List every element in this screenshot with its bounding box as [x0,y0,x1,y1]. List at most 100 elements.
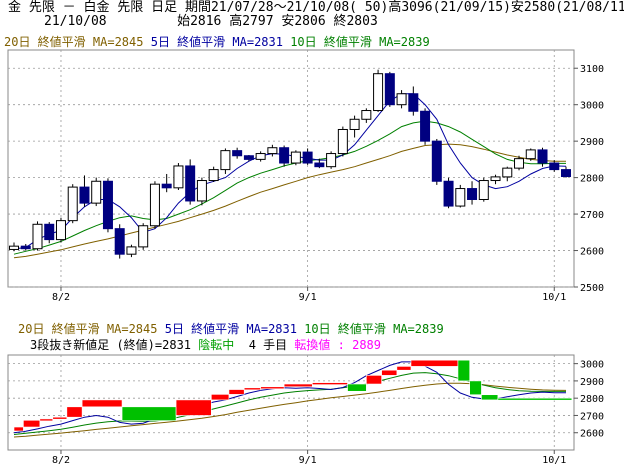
candle-bull [55,220,66,241]
brick-down [481,394,499,401]
brick-down [121,406,177,421]
main-ytick-label: 2500 [580,283,604,294]
candle-bear [431,140,442,182]
bottom-ma-legend: 20日 終値平滑 MA=2845 5日 終値平滑 MA=2831 10日 終値平… [18,322,444,336]
brick-up [81,399,123,408]
candle-bull [514,158,525,169]
legend-ma20: 20日 終値平滑 MA=2845 [4,35,144,49]
candle-bear [102,180,113,230]
candle-bear [279,147,290,164]
brick-up [66,406,83,418]
candle-bear [185,165,196,202]
candle-bull [138,225,149,248]
brick-up [23,419,41,428]
main-ytick-label: 2600 [580,247,604,258]
sub-ytick-label: 2900 [580,377,604,388]
subtitle-steps: 4 手目 [248,338,288,352]
main-ytick-label: 2800 [580,174,604,185]
sub-ytick-label: 2600 [580,429,604,440]
main-xtick-label: 10/1 [542,292,566,303]
sub-xtick-label: 8/2 [52,455,70,466]
candle-bear [420,110,431,142]
sub-ytick-label: 3000 [580,360,604,371]
brick-up [312,382,348,385]
candle-bull [220,150,231,171]
candle-bull [67,186,78,222]
candle-bull [455,188,466,207]
candle-bull [478,180,489,200]
main-plot-frame [7,49,575,288]
candle-bear [408,93,419,112]
legend-ma20-bottom: 20日 終値平滑 MA=2845 [18,322,158,336]
candle-bear [314,162,325,168]
top-ma-legend: 20日 終値平滑 MA=2845 5日 終値平滑 MA=2831 10日 終値平… [4,35,430,49]
brick-up [13,426,24,432]
candle-bull [149,183,160,227]
candle-bull [502,167,513,178]
brick-up [211,394,230,401]
candle-bull [373,73,384,112]
candle-bull [91,180,102,204]
candle-bull [290,151,301,164]
sub-ytick-label: 2800 [580,394,604,405]
candle-bull [396,93,407,106]
brick-up [410,359,459,367]
subtitle-reversal: 転換値 : 2889 [294,338,381,352]
candlestick-chart: 2500 2600 2700 2800 2900 3000 3100 8/2 9/1 10/1 [7,49,604,303]
legend-ma10: 10日 終値平滑 MA=2839 [290,35,430,49]
brick-up [175,399,212,416]
sub-ma10-line [13,372,566,435]
main-ytick-label: 2700 [580,210,604,221]
header-ohlc-values: 始2816 高2797 安2806 終2803 [177,14,378,29]
brick-up [260,386,285,390]
subtitle-main: 3段抜き新値足 (終値)=2831 [30,338,192,352]
candle-bear [561,169,571,178]
candle-bear [20,245,31,250]
legend-ma5-bottom: 5日 終値平滑 MA=2831 [164,322,297,336]
brick-down [457,359,470,382]
brick-down [497,397,573,401]
new-value-subtitle: 3段抜き新値足 (終値)=2831 陰転中 4 手目 転換値 : 2889 [30,338,381,352]
candle-bull [349,118,360,130]
candle-bear [443,180,454,207]
brick-up [39,418,54,422]
candle-bull [255,153,266,160]
brick-up [366,375,382,385]
candle-bear [302,151,313,164]
brick-up [381,369,398,376]
candle-bull [267,147,278,155]
candle-bull [173,165,184,189]
sub-ma20-line [13,382,567,438]
main-ytick-label: 3100 [580,64,604,75]
candle-bull [490,176,501,182]
brick-up [396,366,412,371]
main-ytick-label: 3000 [580,101,604,112]
brick-up [228,389,245,395]
sub-ma5-line [13,361,567,434]
candle-bull [208,169,219,182]
candle-bear [549,162,560,171]
candle-bull [337,128,348,155]
brick-up [52,416,68,420]
chart-header-title: 金 先限 － 白金 先限 日足 期間21/07/28～21/10/08( 50)… [8,0,624,15]
candle-bull [361,110,372,120]
brick-down [347,383,367,392]
candle-bear [243,155,254,160]
candle-bear [79,186,90,204]
legend-ma5: 5日 終値平滑 MA=2831 [150,35,283,49]
candle-bull [326,153,337,168]
candle-bull [196,180,207,202]
ma20-line [13,143,566,259]
brick-down [469,380,482,396]
main-xtick-label: 8/2 [52,292,70,303]
candle-bear [232,150,243,157]
candle-bear [114,228,125,255]
subtitle-trend: 陰転中 [198,338,235,352]
sub-ytick-label: 2700 [580,411,604,422]
candle-bull [9,245,19,250]
candle-bear [384,73,395,106]
candle-bear [467,188,478,200]
candle-bull [126,246,137,255]
candle-bear [537,149,548,164]
candle-bull [32,223,43,250]
